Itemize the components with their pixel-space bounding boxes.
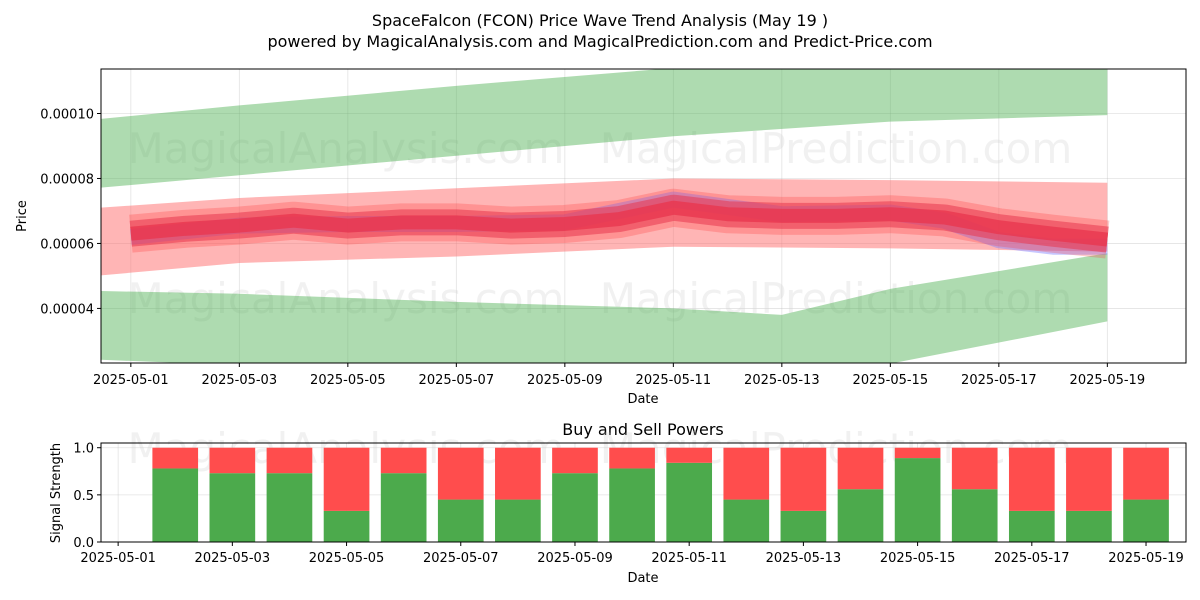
signal-y-tick-label: 1.0 xyxy=(73,442,94,457)
sell-bar xyxy=(894,447,941,459)
price-x-tick-label: 2025-05-13 xyxy=(744,373,820,388)
buy-bar xyxy=(380,473,427,542)
upper-green-band xyxy=(101,69,1108,188)
price-x-tick-label: 2025-05-01 xyxy=(93,373,169,388)
signal-plot-frame xyxy=(100,442,1187,543)
signal-x-tick-label: 2025-05-19 xyxy=(1108,551,1184,566)
signal-x-tick-label: 2025-05-11 xyxy=(651,551,727,566)
sell-bar xyxy=(666,447,713,463)
price-chart: MagicalAnalysis.com MagicalPrediction.co… xyxy=(15,68,1187,407)
buy-bar xyxy=(723,499,770,542)
signal-x-tick-label: 2025-05-17 xyxy=(994,551,1070,566)
buy-bar xyxy=(609,468,655,542)
signal-x-tick-label: 2025-05-05 xyxy=(309,551,385,566)
price-x-tick-label: 2025-05-11 xyxy=(636,373,712,388)
price-y-tick-label: 0.00008 xyxy=(40,172,94,187)
chart-subtitle: powered by MagicalAnalysis.com and Magic… xyxy=(267,32,932,51)
price-y-tick-label: 0.00010 xyxy=(40,108,94,123)
price-x-axis-label: Date xyxy=(627,392,658,407)
price-x-tick-label: 2025-05-03 xyxy=(202,373,278,388)
price-x-tick-label: 2025-05-05 xyxy=(310,373,386,388)
price-series xyxy=(101,69,1110,363)
sell-bar xyxy=(380,447,427,474)
buy-bar xyxy=(666,462,713,542)
signal-x-tick-label: 2025-05-09 xyxy=(537,551,613,566)
price-plot-frame xyxy=(100,68,1187,364)
signal-chart-title: Buy and Sell Powers xyxy=(562,420,724,439)
sell-bar xyxy=(323,447,370,511)
sell-bar xyxy=(1123,447,1169,500)
price-y-axis: 0.00004 0.00006 0.00008 0.00010 xyxy=(40,108,101,317)
sell-bar xyxy=(1066,447,1112,511)
sell-bar xyxy=(495,447,541,500)
chart-title: SpaceFalcon (FCON) Price Wave Trend Anal… xyxy=(372,11,828,30)
buy-bar xyxy=(552,473,598,542)
signal-x-tick-label: 2025-05-07 xyxy=(423,551,499,566)
watermark-prediction-mid: MagicalPrediction.com xyxy=(600,274,1073,323)
buy-bar xyxy=(152,468,199,542)
watermark-analysis-mid: MagicalAnalysis.com xyxy=(128,274,565,323)
sell-bar xyxy=(266,447,313,474)
price-x-tick-label: 2025-05-07 xyxy=(419,373,495,388)
watermark-prediction-top: MagicalPrediction.com xyxy=(600,124,1073,173)
sell-bar xyxy=(152,447,199,469)
buy-bar xyxy=(1123,499,1169,542)
sell-bar xyxy=(780,447,827,511)
signal-chart: Buy and Sell Powers MagicalAnalysis.com … xyxy=(49,420,1187,586)
signal-y-tick-label: 0.5 xyxy=(73,489,94,504)
signal-x-tick-label: 2025-05-15 xyxy=(880,551,956,566)
buy-bar xyxy=(323,510,370,542)
lower-green-band xyxy=(101,253,1108,363)
sell-bar xyxy=(609,447,655,469)
price-watermarks: MagicalAnalysis.com MagicalPrediction.co… xyxy=(128,124,1073,323)
price-y-tick-label: 0.00004 xyxy=(40,302,94,317)
watermark-analysis-top: MagicalAnalysis.com xyxy=(128,124,565,173)
buy-bar xyxy=(1066,510,1112,542)
buy-bar xyxy=(837,489,884,542)
buy-bar xyxy=(495,499,541,542)
signal-bars xyxy=(152,447,1169,542)
signal-y-axis: 0.0 0.5 1.0 xyxy=(73,442,101,551)
buy-bar xyxy=(266,473,313,542)
sell-bar xyxy=(1008,447,1055,511)
buy-bar xyxy=(951,489,998,542)
signal-y-axis-label: Signal Strength xyxy=(49,443,64,543)
price-y-tick-label: 0.00006 xyxy=(40,237,94,252)
buy-bar xyxy=(780,510,827,542)
signal-x-axis: 2025-05-01 2025-05-03 2025-05-05 2025-05-07… xyxy=(80,542,1184,566)
sell-bar xyxy=(437,447,484,500)
sell-bar xyxy=(552,447,598,474)
sell-bar xyxy=(209,447,256,474)
buy-bar xyxy=(1008,510,1055,542)
sell-bar xyxy=(951,447,998,490)
signal-x-tick-label: 2025-05-01 xyxy=(80,551,156,566)
buy-bar xyxy=(209,473,256,542)
buy-bar xyxy=(894,458,941,542)
price-x-tick-label: 2025-05-09 xyxy=(527,373,603,388)
price-y-axis-label: Price xyxy=(15,200,30,232)
price-x-tick-label: 2025-05-19 xyxy=(1070,373,1146,388)
sell-bar xyxy=(837,447,884,490)
price-x-axis: 2025-05-01 2025-05-03 2025-05-05 2025-05-07… xyxy=(93,363,1145,388)
price-x-tick-label: 2025-05-15 xyxy=(853,373,929,388)
sell-bar xyxy=(723,447,770,500)
signal-x-tick-label: 2025-05-03 xyxy=(195,551,271,566)
core-trend-line xyxy=(130,200,1109,247)
price-x-tick-label: 2025-05-17 xyxy=(961,373,1037,388)
signal-x-axis-label: Date xyxy=(627,571,658,586)
signal-y-tick-label: 0.0 xyxy=(73,536,94,551)
buy-bar xyxy=(437,499,484,542)
signal-x-tick-label: 2025-05-13 xyxy=(766,551,842,566)
